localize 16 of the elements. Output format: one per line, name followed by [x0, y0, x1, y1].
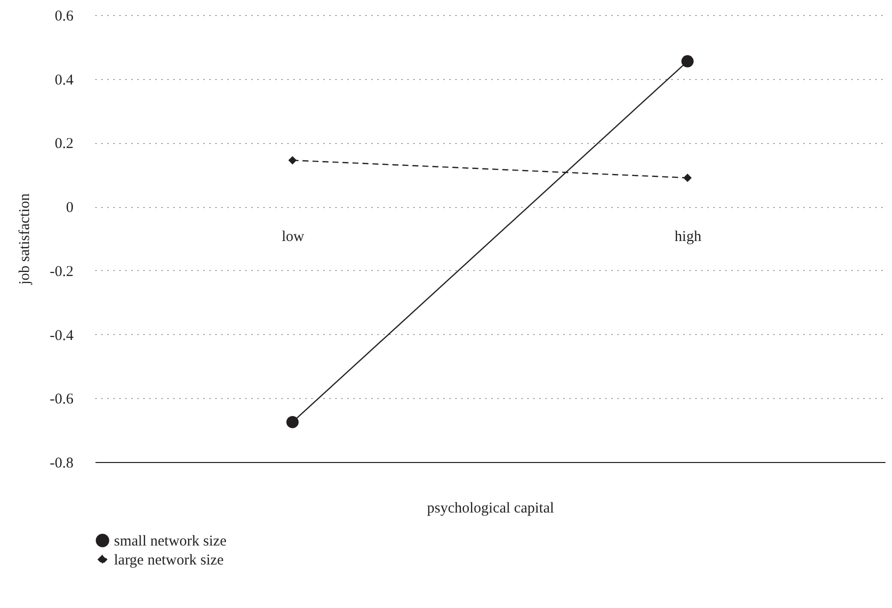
y-tick-label: -0.8: [50, 456, 74, 472]
y-tick-label: -0.2: [50, 264, 74, 280]
x-axis-title: psychological capital: [426, 500, 554, 516]
y-tick-label: 0: [66, 200, 74, 216]
y-tick-label: 0.2: [54, 136, 74, 152]
y-axis-title: job satisfaction: [16, 192, 33, 286]
legend-label: small network size: [114, 534, 227, 550]
point: [286, 416, 299, 428]
point: [681, 55, 694, 68]
y-tick-label: -0.6: [50, 392, 74, 408]
x-tick-label: low: [282, 229, 304, 246]
legend-label: large network size: [114, 552, 224, 568]
y-tick-label: -0.4: [50, 328, 74, 344]
y-tick-label: 0.4: [54, 72, 74, 88]
y-tick-label: 0.6: [54, 8, 74, 24]
x-tick-label: high: [674, 229, 702, 246]
